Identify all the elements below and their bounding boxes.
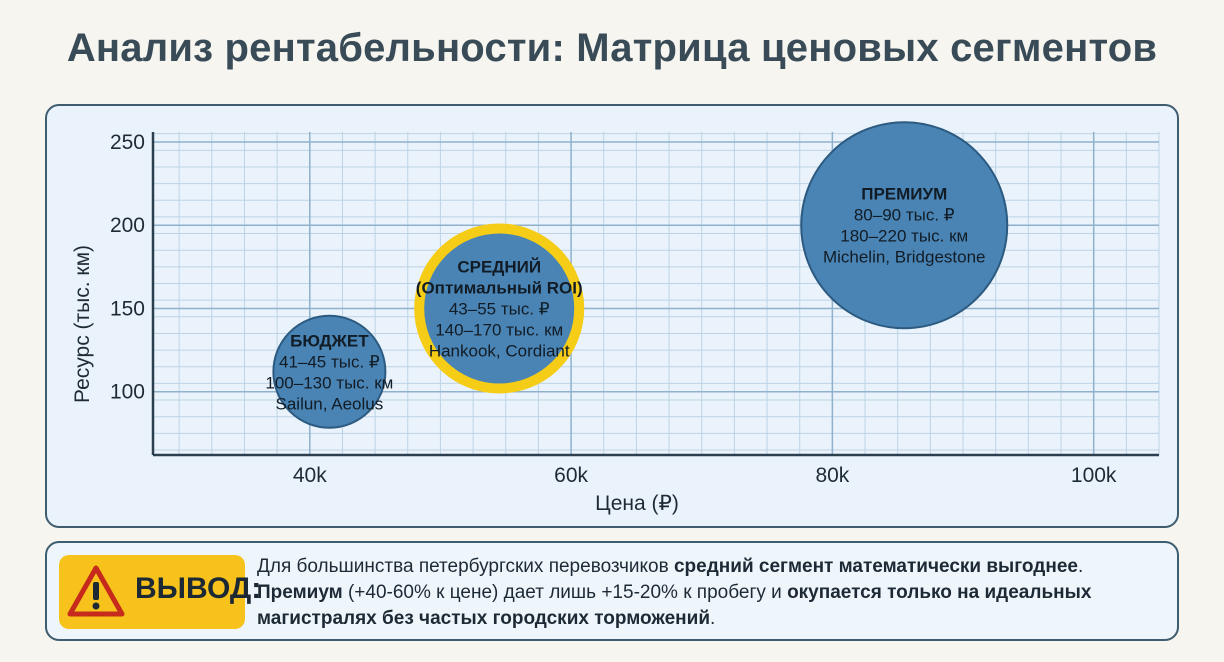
conclusion-text: Для большинства петербургских перевозчик…: [257, 554, 1167, 632]
x-tick-label: 100k: [1071, 464, 1117, 487]
bubble-circle: [414, 223, 585, 394]
bubble-label: Hankook, Cordiant: [429, 341, 570, 360]
bubble-label: 41–45 тыс. ₽: [279, 352, 380, 371]
bubble-label: 180–220 тыс. км: [840, 227, 968, 246]
bubble-label: 80–90 тыс. ₽: [854, 206, 955, 225]
bubbles: БЮДЖЕТ 41–45 тыс. ₽ 100–130 тыс. км Sailun,…: [265, 121, 1009, 429]
y-tick-label: 150: [110, 297, 145, 320]
bubble-label: Sailun, Aeolus: [276, 394, 384, 413]
bubble-title: ПРЕМИУМ: [861, 185, 947, 204]
conclusion-badge: ВЫВОД:: [59, 555, 261, 629]
bubble-label: (Оптимальный ROI): [416, 278, 583, 297]
axes: [151, 132, 1159, 457]
bubble-label: 43–55 тыс. ₽: [449, 299, 550, 318]
y-tick-label: 200: [110, 214, 145, 237]
tick-labels: 40k 60k 80k 100k 100 150 200 250: [110, 131, 1117, 487]
bubble-chart: 40k 60k 80k 100k 100 150 200 250 БЮДЖЕТ 41–45 ты…: [71, 121, 1160, 515]
bubble-label: 140–170 тыс. км: [435, 320, 563, 339]
conclusion-panel: ВЫВОД: Для большинства петербургских пер…: [45, 541, 1179, 641]
conclusion-segment: .: [1077, 556, 1084, 577]
conclusion-label: ВЫВОД:: [135, 572, 262, 605]
x-tick-label: 40k: [293, 464, 327, 487]
page-title: Анализ рентабельности: Матрица ценовых с…: [66, 26, 1158, 70]
conclusion-emphasis: Премиум: [257, 582, 343, 603]
conclusion-segment: .: [710, 608, 716, 629]
bubble-title: БЮДЖЕТ: [290, 331, 369, 350]
bubble-circle: [800, 121, 1009, 330]
conclusion-emphasis: окупается только на идеальных магистраля…: [257, 582, 1092, 629]
x-tick-label: 60k: [554, 464, 588, 487]
bubble-title: СРЕДНИЙ: [457, 257, 541, 276]
y-tick-label: 250: [110, 131, 145, 154]
bubble-1: БЮДЖЕТ 41–45 тыс. ₽ 100–130 тыс. км Sailun,…: [265, 314, 393, 429]
conclusion-segment: Для большинства петербургских перевозчик…: [257, 556, 674, 577]
bubble-3: ПРЕМИУМ 80–90 тыс. ₽ 180–220 тыс. км Michel…: [800, 121, 1009, 330]
x-tick-label: 80k: [815, 464, 849, 487]
chart-panel: 40k 60k 80k 100k 100 150 200 250 БЮДЖЕТ 41–45 ты…: [45, 104, 1179, 528]
warning-icon: [67, 565, 125, 617]
grid-major: [153, 132, 1159, 455]
y-tick-label: 100: [110, 381, 145, 404]
conclusion-emphasis: средний сегмент математически выгоднее: [673, 556, 1078, 577]
bubble-label: 100–130 тыс. км: [265, 373, 393, 392]
bubble-2: СРЕДНИЙ (Оптимальный ROI) 43–55 тыс. ₽ 140–…: [414, 223, 585, 394]
y-axis-label: Ресурс (тыс. км): [71, 245, 94, 403]
conclusion-segment: (+40-60% к цене) дает лишь +15-20% к про…: [342, 582, 788, 603]
x-axis-label: Цена (₽): [595, 492, 679, 515]
bubble-label: Michelin, Bridgestone: [823, 248, 986, 267]
bubble-circle: [272, 314, 387, 429]
